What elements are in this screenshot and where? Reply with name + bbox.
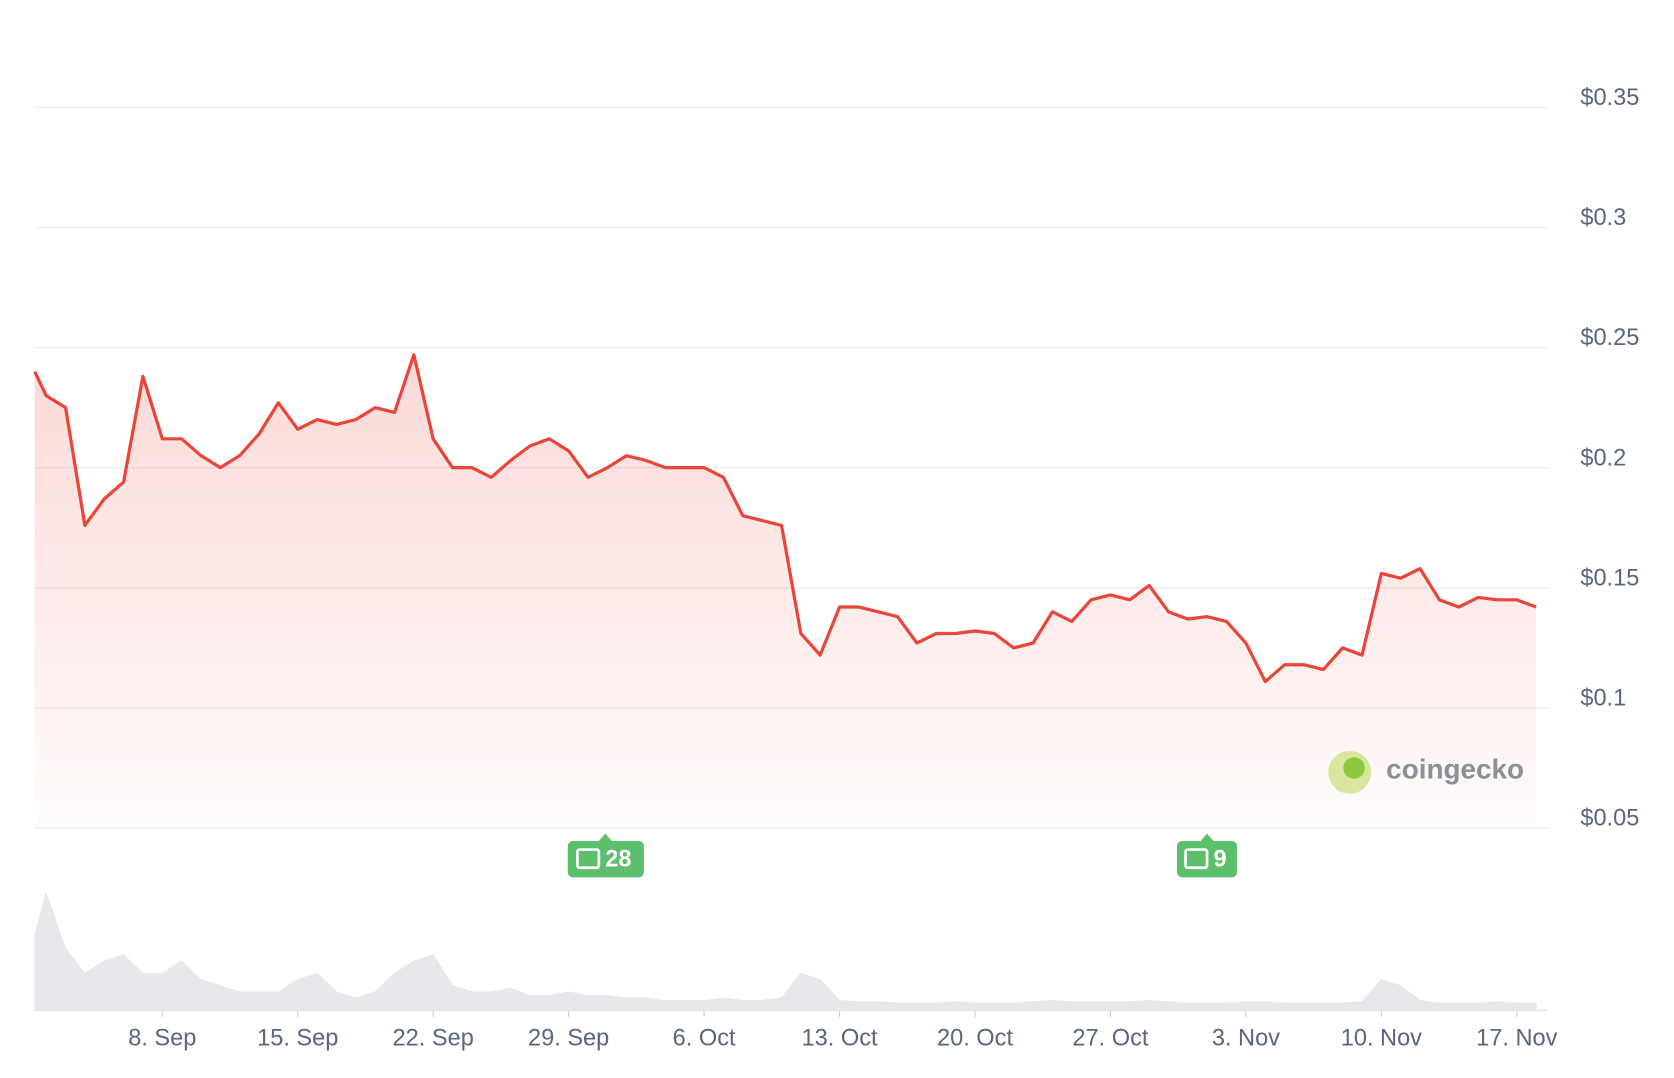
x-tick-label: 6. Oct [673,1025,736,1051]
x-tick-label: 29. Sep [528,1025,609,1051]
y-tick-label: $0.35 [1580,84,1639,110]
x-tick-label: 20. Oct [937,1025,1013,1051]
x-tick-label: 3. Nov [1212,1025,1280,1051]
news-badge[interactable]: 9 [1177,833,1238,878]
y-tick-label: $0.1 [1580,685,1626,711]
watermark-logo-inner [1343,757,1365,779]
x-tick-label: 22. Sep [393,1025,474,1051]
y-tick-label: $0.05 [1580,805,1639,831]
x-tick-label: 13. Oct [802,1025,878,1051]
y-tick-label: $0.3 [1580,204,1626,230]
x-tick-label: 17. Nov [1476,1025,1557,1051]
background-layer: $0.05 $0.1 $0.15 $0.2 $0.25 $0.3 $0.35 8. Sep 15… [33,84,1639,1051]
volume-area [34,891,1537,1011]
price-line [33,353,1537,684]
x-tick-label: 27. Oct [1072,1025,1148,1051]
news-icon [1184,848,1209,870]
x-tick-label: 15. Sep [257,1025,338,1051]
badge-pointer [598,833,612,841]
news-icon [576,848,601,870]
y-tick-label: $0.25 [1580,324,1639,350]
news-count[interactable]: 9 [1213,845,1226,871]
y-tick-label: $0.15 [1580,564,1639,590]
news-count[interactable]: 28 [605,845,631,871]
x-tick-label: 8. Sep [128,1025,196,1051]
news-badge[interactable]: 28 [567,833,644,878]
x-tick-label: 10. Nov [1341,1025,1422,1051]
watermark: coingecko [1386,754,1524,785]
badge-pointer [1200,833,1214,841]
price-area [34,354,1537,829]
y-tick-label: $0.2 [1580,444,1626,470]
